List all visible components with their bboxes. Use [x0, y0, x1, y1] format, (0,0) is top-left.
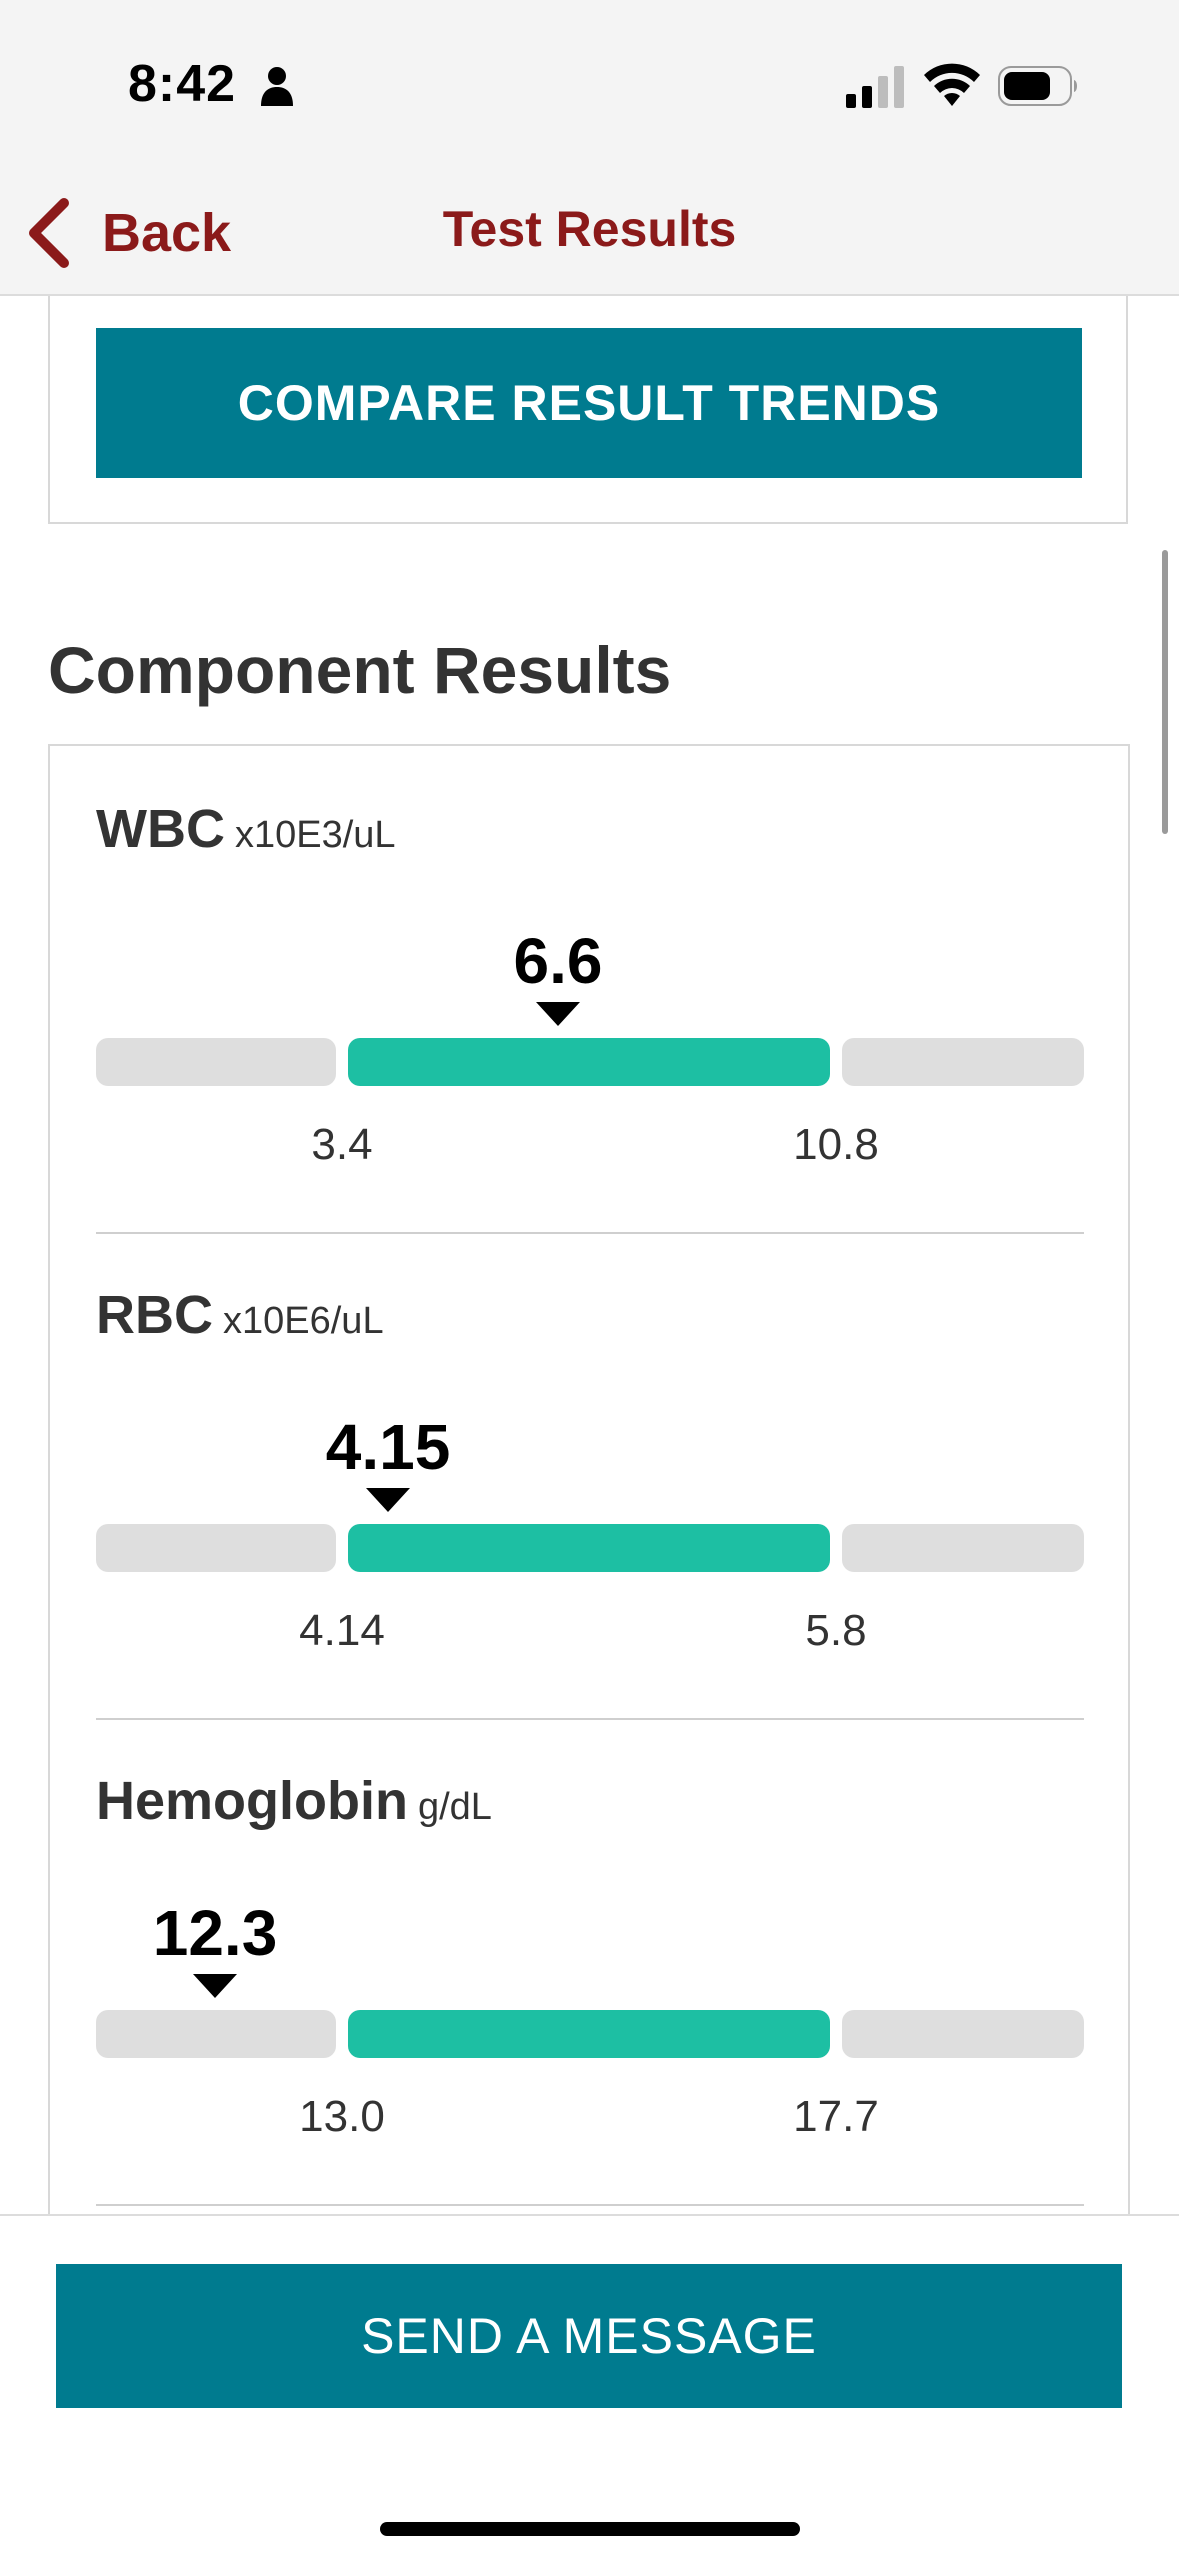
range-bar [96, 1524, 1084, 1572]
nav-bar: Back Test Results [0, 176, 1179, 296]
result-name: Hemoglobin g/dL [96, 1770, 492, 1832]
chevron-left-icon [29, 198, 69, 268]
results-content[interactable]: COMPARE RESULT TRENDS Component Results … [0, 296, 1179, 2214]
back-label: Back [102, 203, 232, 263]
range-low-label: 13.0 [299, 2092, 385, 2141]
compare-result-trends-button[interactable]: COMPARE RESULT TRENDS [96, 328, 1082, 478]
range-bar [96, 1038, 1084, 1086]
range-bar [96, 2010, 1084, 2058]
result-value: 4.15 [325, 1411, 451, 1483]
send-message-button[interactable]: SEND A MESSAGE [56, 2264, 1122, 2408]
result-row-wbc[interactable]: WBC x10E3/uL 6.6 3.4 10.8 [96, 746, 1084, 1234]
result-unit: g/dL [417, 1786, 492, 1828]
result-name-label: RBC [96, 1285, 213, 1345]
range-high-label: 17.7 [793, 2092, 879, 2141]
person-icon [261, 67, 293, 106]
result-name: WBC x10E3/uL [96, 798, 396, 860]
result-value: 6.6 [513, 925, 603, 997]
range-normal-segment [348, 1038, 830, 1086]
compare-card: COMPARE RESULT TRENDS [48, 296, 1128, 524]
value-marker-icon [536, 1002, 580, 1026]
range-high-segment [842, 1038, 1084, 1086]
wifi-icon [924, 63, 980, 106]
range-high-label: 5.8 [805, 1606, 867, 1655]
back-button[interactable]: Back [24, 188, 231, 278]
result-name-label: Hemoglobin [96, 1771, 408, 1831]
value-marker-icon [366, 1488, 410, 1512]
result-name: RBC x10E6/uL [96, 1284, 384, 1346]
status-time: 8:42 [128, 55, 237, 113]
section-title: Component Results [48, 633, 672, 707]
component-results-card: WBC x10E3/uL 6.6 3.4 10.8 RBC x10E6/uL 4.1… [48, 744, 1130, 2214]
result-row-hemoglobin[interactable]: Hemoglobin g/dL 12.3 13.0 17.7 [96, 1718, 1084, 2206]
bottom-bar: SEND A MESSAGE [0, 2214, 1179, 2558]
value-marker-icon [193, 1974, 237, 1998]
range-high-segment [842, 1524, 1084, 1572]
status-bar: 8:42 [0, 0, 1179, 176]
range-normal-segment [348, 2010, 830, 2058]
result-row-rbc[interactable]: RBC x10E6/uL 4.15 4.14 5.8 [96, 1232, 1084, 1720]
result-unit: x10E3/uL [234, 814, 396, 856]
range-normal-segment [348, 1524, 830, 1572]
range-low-segment [96, 2010, 336, 2058]
scrollbar[interactable] [1162, 550, 1168, 834]
range-low-label: 3.4 [311, 1120, 373, 1169]
result-value: 12.3 [152, 1897, 278, 1969]
range-low-label: 4.14 [299, 1606, 385, 1655]
signal-icon [846, 66, 904, 108]
range-high-segment [842, 2010, 1084, 2058]
page-title: Test Results [442, 201, 737, 257]
range-low-segment [96, 1524, 336, 1572]
result-name-label: WBC [96, 799, 225, 859]
range-low-segment [96, 1038, 336, 1086]
result-unit: x10E6/uL [223, 1300, 384, 1342]
range-high-label: 10.8 [793, 1120, 879, 1169]
battery-icon [998, 66, 1077, 106]
home-indicator[interactable] [380, 2522, 800, 2536]
